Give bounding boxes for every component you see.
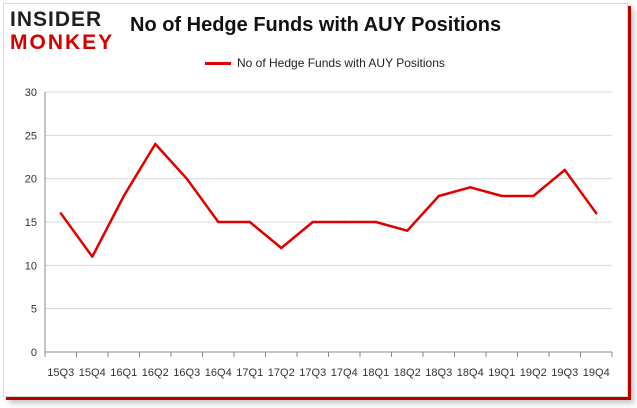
chart-title: No of Hedge Funds with AUY Positions: [130, 14, 502, 36]
data-point: [563, 168, 566, 172]
x-tick-label: 16Q1: [110, 367, 137, 379]
chart-legend: No of Hedge Funds with AUY Positions: [205, 56, 445, 70]
data-point: [91, 255, 94, 258]
data-point: [185, 177, 188, 180]
data-point: [406, 229, 409, 232]
data-point: [500, 194, 503, 198]
y-tick-label: 0: [31, 347, 37, 359]
x-tick-label: 15Q3: [47, 367, 74, 379]
x-tick-label: 17Q1: [236, 367, 263, 379]
y-tick-label: 10: [25, 260, 37, 272]
data-point: [280, 246, 283, 250]
data-point: [122, 194, 125, 198]
data-point: [469, 186, 472, 189]
logo-line-1: INSIDER: [10, 8, 103, 31]
legend-swatch: [205, 61, 231, 65]
data-point: [311, 220, 314, 224]
x-tick-label: 19Q4: [583, 367, 610, 379]
x-tick-label: 19Q3: [551, 367, 578, 379]
series-line: [59, 142, 598, 258]
x-tick-label: 16Q3: [173, 367, 200, 379]
y-tick-label: 20: [25, 174, 37, 186]
x-tick-label: 19Q1: [488, 367, 515, 379]
y-tick-label: 30: [25, 87, 37, 99]
y-tick-label: 15: [25, 217, 37, 229]
data-point: [532, 194, 535, 198]
data-point: [154, 142, 157, 146]
data-point: [59, 212, 62, 215]
x-tick-label: 18Q2: [394, 367, 421, 379]
logo-line-2: MONKEY: [10, 31, 115, 54]
data-point: [595, 212, 598, 215]
x-tick-label: 19Q2: [520, 367, 547, 379]
data-point: [374, 220, 377, 224]
legend-label: No of Hedge Funds with AUY Positions: [237, 56, 445, 70]
x-tick-label: 15Q4: [79, 367, 106, 379]
data-point: [248, 220, 251, 224]
x-tick-label: 16Q2: [142, 367, 169, 379]
x-tick-label: 18Q4: [457, 367, 484, 379]
y-tick-label: 25: [25, 130, 37, 142]
x-tick-label: 17Q2: [268, 367, 295, 379]
data-point: [437, 194, 440, 198]
x-tick-label: 17Q3: [299, 367, 326, 379]
y-tick-label: 5: [31, 304, 37, 316]
x-tick-label: 16Q4: [205, 367, 232, 379]
x-tick-label: 18Q3: [425, 367, 452, 379]
data-point: [217, 220, 220, 224]
chart-frame: [3, 3, 628, 397]
x-tick-label: 18Q1: [362, 367, 389, 379]
data-point: [343, 220, 346, 224]
x-tick-label: 17Q4: [331, 367, 358, 379]
insider-monkey-logo: INSIDER MONKEY: [10, 6, 120, 56]
